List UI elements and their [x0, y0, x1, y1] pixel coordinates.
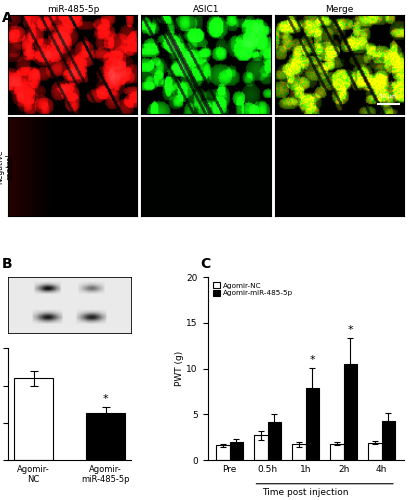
Bar: [86, 413, 125, 460]
Legend: Agomir-NC, Agomir-miR-485-5p: Agomir-NC, Agomir-miR-485-5p: [211, 281, 295, 298]
X-axis label: Time post injection: Time post injection: [262, 488, 349, 497]
Bar: [255, 436, 268, 460]
Title: miR-485-5p: miR-485-5p: [47, 5, 99, 14]
Title: Merge: Merge: [325, 5, 353, 14]
Bar: [382, 420, 395, 460]
Bar: [216, 446, 230, 460]
Text: C: C: [200, 256, 210, 270]
Y-axis label: PWT (g): PWT (g): [175, 351, 184, 386]
Bar: [230, 442, 243, 460]
Bar: [14, 378, 53, 460]
Text: B: B: [2, 256, 13, 270]
Title: ASIC1: ASIC1: [193, 5, 219, 14]
Text: 50 μm: 50 μm: [379, 94, 397, 100]
Bar: [344, 364, 357, 460]
Bar: [306, 388, 319, 460]
Bar: [293, 444, 306, 460]
Text: A: A: [2, 12, 13, 26]
Bar: [368, 442, 382, 460]
Text: *: *: [348, 325, 353, 335]
Y-axis label: Negative
control: Negative control: [0, 150, 15, 184]
Text: *: *: [310, 355, 315, 365]
Bar: [268, 422, 281, 460]
Text: *: *: [103, 394, 109, 404]
Bar: [330, 444, 344, 460]
